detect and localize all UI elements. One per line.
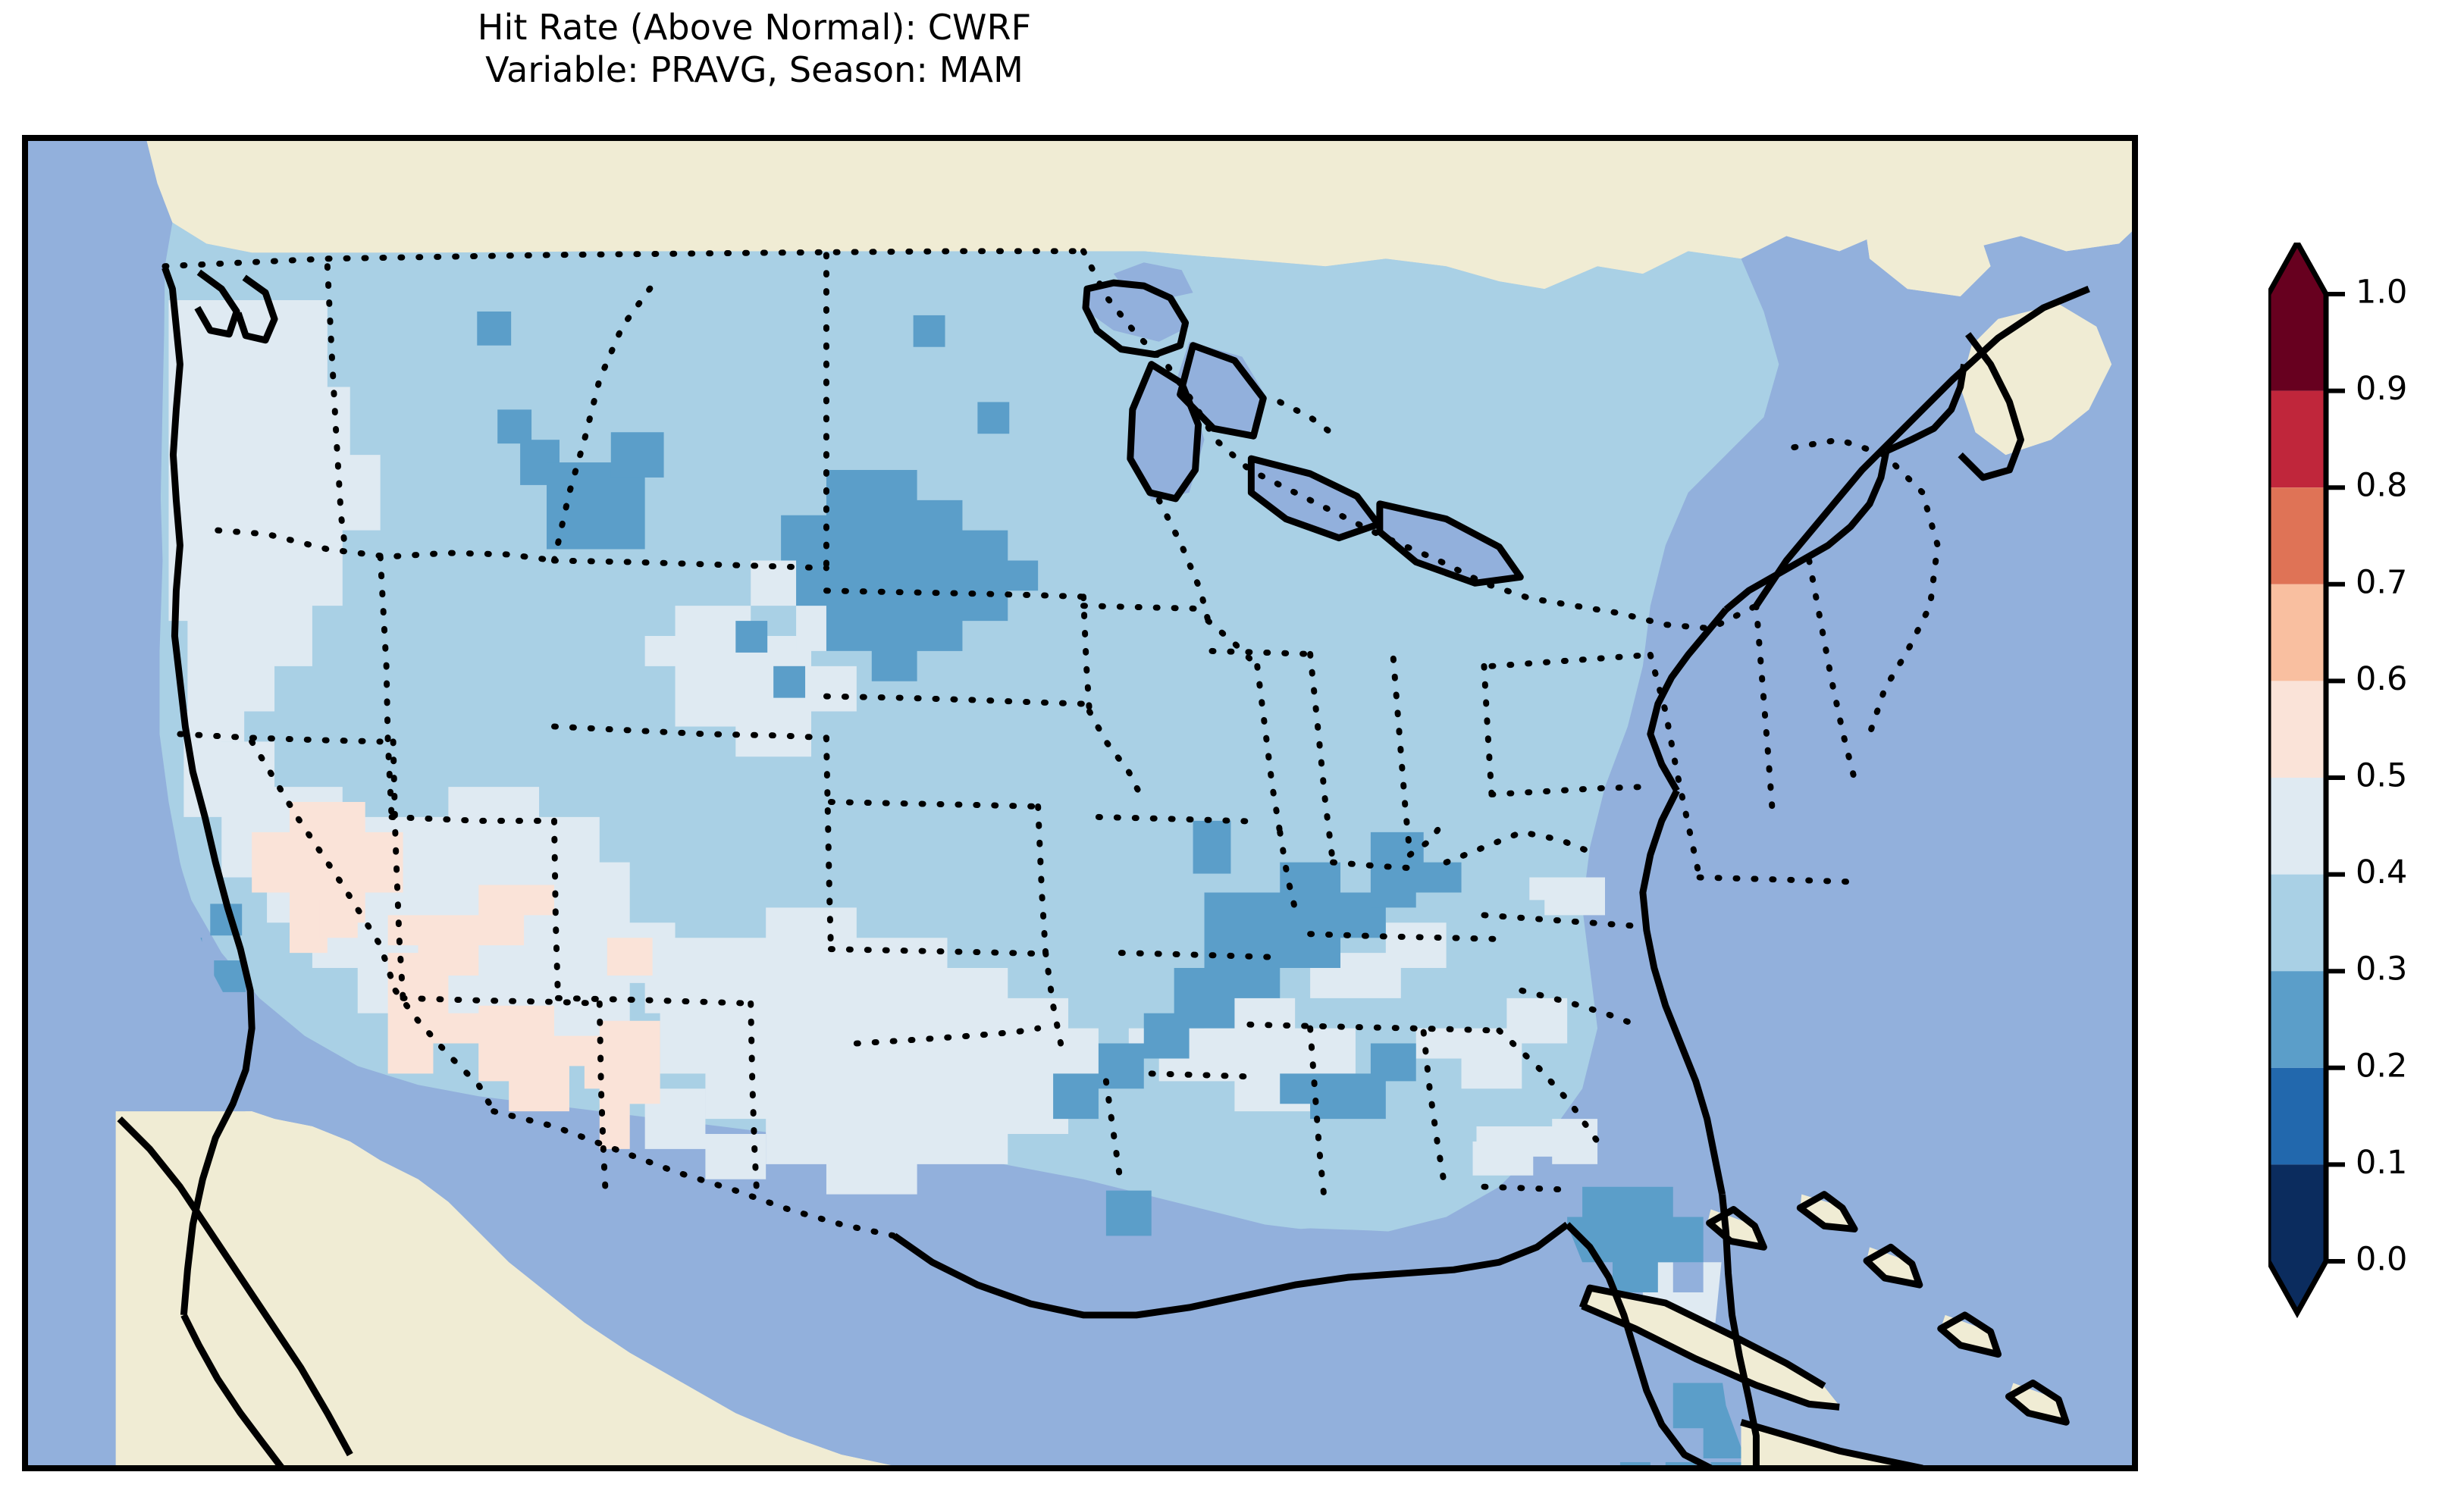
cb-label-0.5: 0.5 bbox=[2356, 757, 2407, 795]
colorbar-bands bbox=[2268, 243, 2326, 1313]
cb-label-0.4: 0.4 bbox=[2356, 853, 2407, 891]
grid-band-0.4-0.5-extra bbox=[1472, 1119, 1598, 1176]
cb-band-0.3-0.4 bbox=[2268, 874, 2326, 972]
title-line-1: Hit Rate (Above Normal): CWRF bbox=[477, 7, 1032, 48]
colorbar-extend-top bbox=[2268, 243, 2326, 294]
cb-label-0.7: 0.7 bbox=[2356, 563, 2407, 601]
cb-band-0.9-1.0 bbox=[2268, 294, 2326, 391]
colorbar[interactable]: 1.0 0.9 0.8 0.7 0.6 0.5 0.4 0.3 0.2 0.1 … bbox=[2268, 243, 2464, 1372]
state-borders bbox=[161, 248, 1941, 1239]
map-axes[interactable] bbox=[22, 135, 2138, 1471]
cb-band-0.7-0.8 bbox=[2268, 487, 2326, 584]
grid-band-0.4-0.5 bbox=[168, 300, 1734, 1323]
cb-band-0.4-0.5 bbox=[2268, 778, 2326, 875]
title-line-2: Variable: PRAVG, Season: MAM bbox=[485, 49, 1024, 91]
cb-band-0.2-0.3 bbox=[2268, 971, 2326, 1068]
cb-band-0.6-0.7 bbox=[2268, 584, 2326, 681]
colorbar-canvas: 1.0 0.9 0.8 0.7 0.6 0.5 0.4 0.3 0.2 0.1 … bbox=[2268, 243, 2407, 1319]
cb-label-0.6: 0.6 bbox=[2356, 660, 2407, 698]
colorbar-ticks bbox=[2326, 292, 2345, 1264]
cb-band-0.5-0.6 bbox=[2268, 681, 2326, 778]
cb-label-0.9: 0.9 bbox=[2356, 370, 2407, 408]
cb-band-0.0-0.1 bbox=[2268, 1164, 2326, 1261]
cb-label-0.8: 0.8 bbox=[2356, 467, 2407, 505]
cb-band-0.8-0.9 bbox=[2268, 390, 2326, 488]
cb-label-0.2: 0.2 bbox=[2356, 1047, 2407, 1085]
colorbar-extend-bottom bbox=[2268, 1261, 2326, 1313]
colorbar-tick-labels: 1.0 0.9 0.8 0.7 0.6 0.5 0.4 0.3 0.2 0.1 … bbox=[2356, 274, 2407, 1279]
hitrate-grid bbox=[157, 222, 1953, 1468]
cb-label-1.0: 1.0 bbox=[2356, 274, 2407, 312]
coastlines bbox=[117, 266, 2090, 1468]
cb-label-0.3: 0.3 bbox=[2356, 951, 2407, 988]
map-canvas bbox=[25, 138, 2135, 1468]
cb-label-0.0: 0.0 bbox=[2356, 1241, 2407, 1279]
cb-label-0.1: 0.1 bbox=[2356, 1144, 2407, 1182]
cb-band-0.1-0.2 bbox=[2268, 1067, 2326, 1165]
figure-title: Hit Rate (Above Normal): CWRF Variable: … bbox=[0, 6, 1509, 91]
